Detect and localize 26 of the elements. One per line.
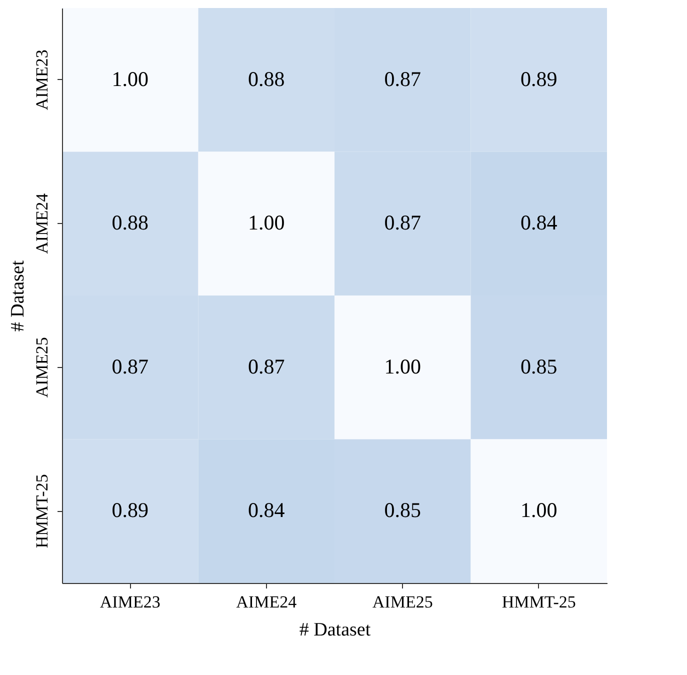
data-label: 0.88 <box>248 66 285 91</box>
data-label: 1.00 <box>248 210 285 235</box>
x-axis-title: # Dataset <box>299 620 372 640</box>
data-label: 0.87 <box>112 354 148 378</box>
data-label: 0.87 <box>248 354 285 378</box>
y-tick-label: HMMT-25 <box>32 474 52 548</box>
data-label: 0.89 <box>112 498 148 522</box>
y-tick-label: AIME25 <box>32 337 52 398</box>
data-label: 0.89 <box>520 66 558 91</box>
y-axis-title: # Dataset <box>8 260 28 332</box>
data-label: 1.00 <box>112 66 148 91</box>
data-label: 0.88 <box>112 210 148 235</box>
data-label: 0.87 <box>384 210 421 235</box>
x-tick-label: AIME23 <box>100 592 160 612</box>
y-tick-label: AIME24 <box>32 192 52 254</box>
data-label: 0.85 <box>520 354 558 378</box>
data-label: 1.00 <box>520 498 558 522</box>
data-label: 0.84 <box>520 210 558 235</box>
data-label: 0.85 <box>384 498 421 522</box>
data-label: 0.84 <box>248 498 286 522</box>
x-tick-label: AIME25 <box>372 592 433 612</box>
y-tick-label: AIME23 <box>32 50 52 110</box>
x-tick-label: HMMT-25 <box>502 592 576 612</box>
x-tick-label: AIME24 <box>236 592 298 612</box>
data-label: 1.00 <box>384 354 421 378</box>
data-label: 0.87 <box>384 66 421 91</box>
